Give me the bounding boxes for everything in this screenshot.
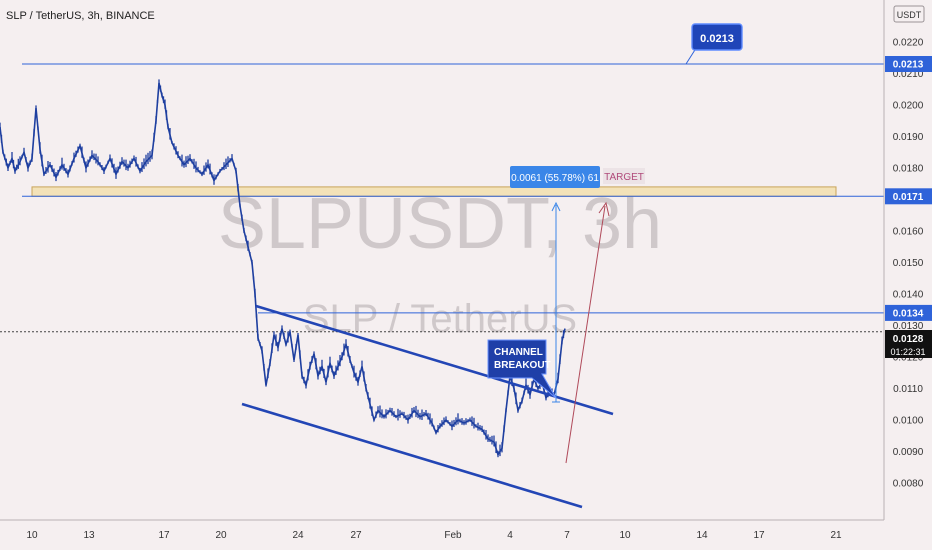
currency-button-label: USDT [897, 10, 922, 20]
target-label-box [603, 168, 645, 184]
time-axis-ticks: 10 13 17 20 24 27 Feb 4 7 10 14 17 21 [26, 530, 842, 541]
y-tick-label: 0.0160 [893, 227, 924, 238]
breakout-line1: CHANNEL [494, 347, 543, 358]
y-tick-label: 0.0080 [893, 479, 924, 490]
measure-label-box[interactable] [510, 166, 600, 188]
projection-arrow-line[interactable] [565, 205, 606, 464]
target-callout-text: 0.0213 [700, 33, 734, 45]
last-price-badge [885, 330, 932, 358]
level-badge [885, 56, 932, 72]
y-tick-label: 0.0180 [893, 164, 924, 175]
y-tick-label: 0.0140 [893, 290, 924, 301]
price-series-line [0, 82, 566, 457]
level-badge [885, 188, 932, 205]
watermark-symbol: SLPUSDT, 3h [218, 184, 662, 264]
target-callout-box[interactable] [691, 23, 743, 51]
price-axis-ticks: 0.02200.02100.02000.01900.01800.01700.01… [893, 38, 924, 490]
y-tick-label: 0.0220 [893, 38, 924, 49]
chart-title: SLP / TetherUS, 3h, BINANCE [6, 10, 155, 22]
y-tick-label: 0.0100 [893, 416, 924, 427]
last-price-value: 0.0128 [893, 334, 924, 345]
level-badge [885, 304, 932, 321]
measure-arrow-head [551, 201, 561, 212]
y-tick-label: 0.0200 [893, 101, 924, 112]
y-tick-label: 0.0110 [893, 384, 923, 395]
level-badge-text: 0.0213 [893, 60, 924, 71]
y-tick-label: 0.0190 [893, 132, 924, 143]
channel-lower-line[interactable] [241, 402, 583, 509]
x-tick-label: 13 [83, 530, 95, 541]
time-axis-panel[interactable] [0, 520, 932, 550]
y-tick-label: 0.0150 [893, 258, 924, 269]
x-tick-label: 24 [292, 530, 304, 541]
breakout-callout-box[interactable] [487, 339, 557, 399]
x-tick-label: Feb [444, 530, 462, 541]
price-axis-panel[interactable] [884, 0, 932, 550]
breakout-line2: BREAKOUT [494, 360, 551, 371]
y-tick-label: 0.0210 [893, 69, 924, 80]
x-tick-label: 4 [507, 530, 513, 541]
currency-button[interactable] [893, 5, 925, 23]
x-tick-label: 17 [753, 530, 765, 541]
support-zone[interactable] [31, 186, 837, 197]
x-tick-label: 27 [350, 530, 362, 541]
level-badge-text: 0.0134 [893, 308, 924, 319]
y-tick-label: 0.0090 [893, 447, 924, 458]
projection-arrow-head [598, 201, 610, 217]
x-tick-label: 10 [619, 530, 631, 541]
x-tick-label: 7 [564, 530, 570, 541]
measure-label: 0.0061 (55.78%) 61 [511, 173, 599, 184]
x-tick-label: 21 [830, 530, 842, 541]
price-candles [0, 79, 565, 458]
x-tick-label: 17 [158, 530, 170, 541]
x-tick-label: 10 [26, 530, 38, 541]
price-level-badges: 0.0213 0.0171 0.0134 [885, 56, 932, 321]
x-tick-label: 14 [696, 530, 708, 541]
level-badge-text: 0.0171 [893, 192, 924, 203]
x-tick-label: 20 [215, 530, 227, 541]
target-label: TARGET [604, 172, 644, 183]
countdown-timer: 01:22:31 [890, 347, 925, 357]
y-tick-label: 0.0130 [893, 321, 924, 332]
watermark-pair: SLP / TetherUS [303, 297, 577, 341]
